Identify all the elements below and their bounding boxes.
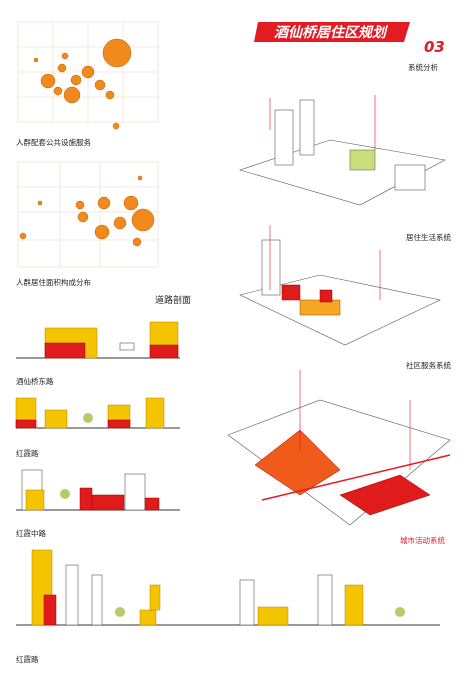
system2-label: 社区服务系统 — [406, 360, 451, 370]
system1-label: 居住生活系统 — [406, 232, 451, 242]
system3-label: 城市活动系统 — [400, 535, 445, 545]
section-4 — [16, 549, 440, 626]
section-2 — [15, 397, 180, 429]
section2-label: 红霞路 — [16, 448, 39, 458]
chart1-caption: 人群配套公共设施服务 — [16, 137, 91, 147]
bubble-chart-2 — [17, 161, 159, 268]
title-banner — [254, 22, 410, 42]
section-3 — [16, 469, 180, 511]
section4-label: 红霞路 — [16, 654, 39, 664]
sections-title: 道路剖面 — [155, 294, 191, 306]
bubble-chart-1 — [17, 21, 159, 130]
subtitle: 系统分析 — [408, 62, 438, 72]
section3-label: 红霞中路 — [16, 528, 46, 538]
chart2-caption: 人群居住面积构成分布 — [16, 277, 91, 287]
axon-2 — [239, 225, 441, 346]
page-number: 03 — [424, 38, 445, 56]
section-1 — [16, 321, 180, 359]
axon-1 — [238, 95, 446, 206]
section1-label: 酒仙桥东路 — [16, 376, 54, 386]
axon-3 — [227, 370, 451, 526]
title: 酒仙桥居住区规划 — [274, 24, 389, 41]
